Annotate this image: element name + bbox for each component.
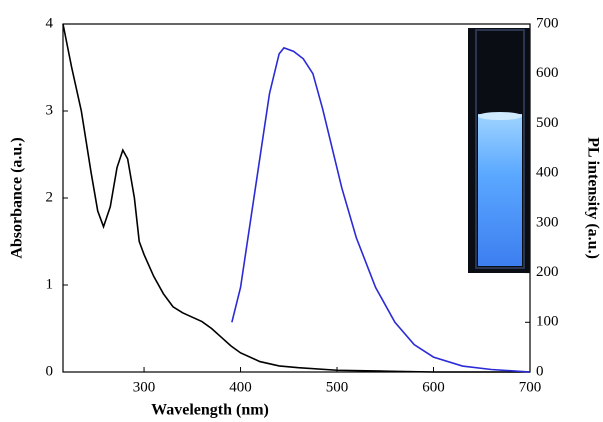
y-tick-label: 4	[46, 15, 54, 31]
x-tick-label: 300	[133, 379, 156, 395]
y2-tick-label: 300	[536, 214, 559, 230]
y-tick-label: 2	[46, 189, 54, 205]
x-tick-label: 400	[229, 379, 252, 395]
series-line	[231, 46, 531, 373]
x-tick-label: 500	[326, 379, 349, 395]
y2-tick-label: 400	[536, 165, 559, 181]
y2-tick-label: 700	[536, 15, 559, 31]
y-axis-label: Absorbance (a.u.)	[9, 137, 26, 258]
inset-photo	[468, 28, 530, 273]
y2-tick-label: 500	[536, 115, 559, 131]
x-tick-label: 700	[519, 379, 542, 395]
y2-axis-label: PL intensity (a.u.)	[584, 137, 601, 259]
y2-tick-label: 200	[536, 264, 559, 280]
y2-tick-label: 0	[536, 363, 544, 379]
y-tick-label: 0	[46, 363, 54, 379]
x-tick-label: 600	[422, 379, 445, 395]
y-tick-label: 3	[46, 102, 54, 118]
x-axis-label: Wavelength (nm)	[151, 402, 269, 419]
y2-tick-label: 600	[536, 65, 559, 81]
y2-tick-label: 100	[536, 314, 559, 330]
plot-frame	[62, 23, 531, 373]
y-tick-label: 1	[46, 276, 54, 292]
series-line	[62, 23, 530, 373]
